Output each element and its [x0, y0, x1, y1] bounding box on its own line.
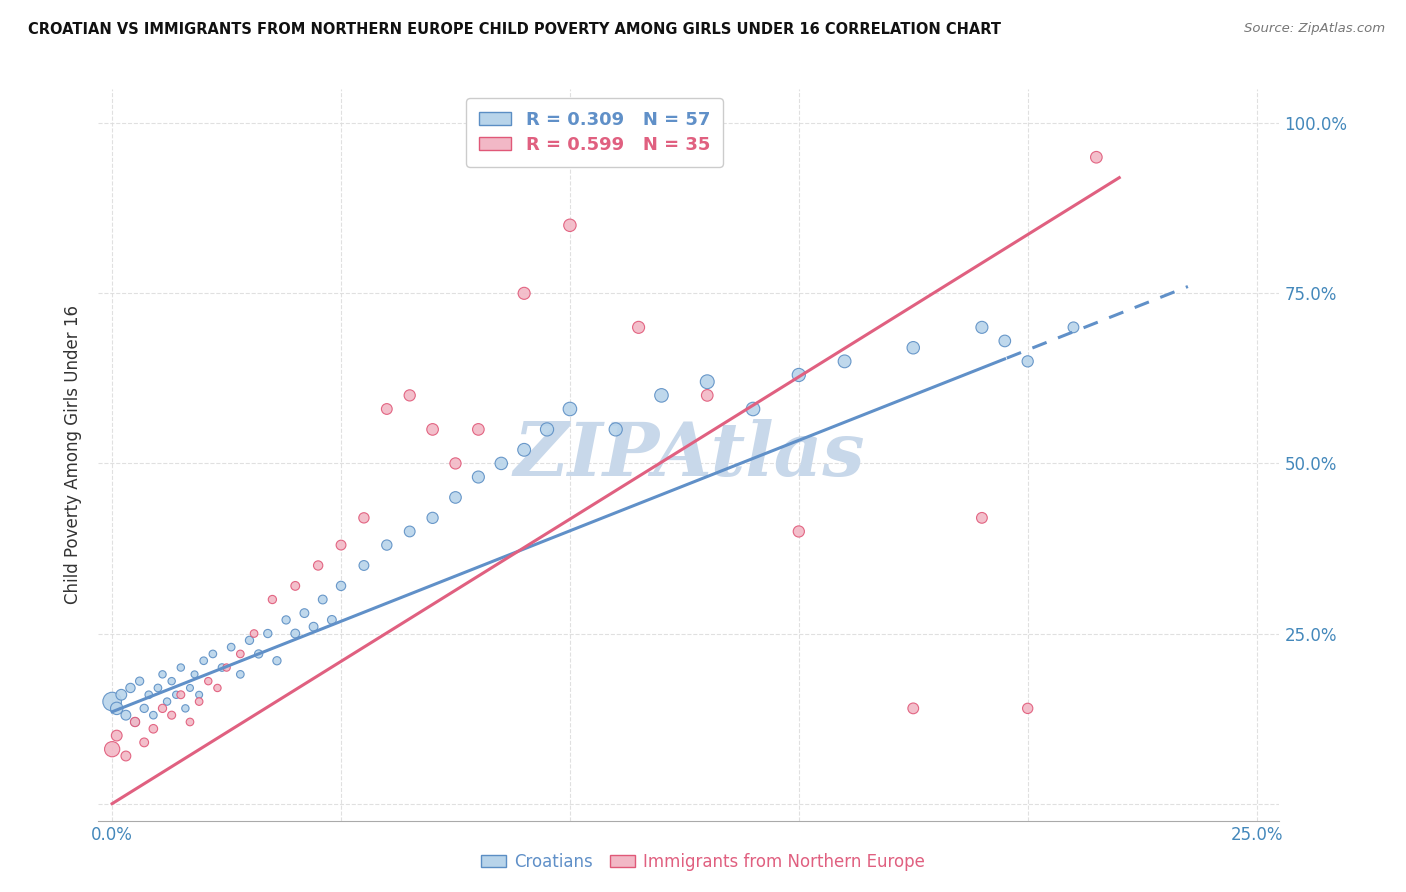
Point	[142, 708, 165, 723]
Point	[243, 626, 266, 640]
Point	[256, 626, 278, 640]
Point	[262, 592, 284, 607]
Point	[124, 714, 146, 729]
Legend: R = 0.309   N = 57, R = 0.599   N = 35: R = 0.309 N = 57, R = 0.599 N = 35	[467, 98, 723, 167]
Point	[284, 626, 307, 640]
Point	[353, 558, 375, 573]
Point	[274, 613, 297, 627]
Point	[375, 402, 398, 417]
Point	[229, 667, 252, 681]
Point	[115, 749, 138, 764]
Point	[170, 660, 193, 674]
Point	[138, 688, 160, 702]
Point	[330, 579, 353, 593]
Point	[152, 667, 174, 681]
Point	[1017, 354, 1039, 368]
Point	[134, 701, 156, 715]
Point	[201, 647, 224, 661]
Point	[558, 402, 581, 417]
Point	[787, 368, 810, 382]
Point	[353, 511, 375, 525]
Point	[422, 511, 444, 525]
Point	[211, 660, 233, 674]
Point	[229, 647, 252, 661]
Point	[284, 579, 307, 593]
Point	[444, 491, 467, 505]
Point	[513, 286, 536, 301]
Point	[605, 422, 627, 436]
Point	[207, 681, 229, 695]
Point	[330, 538, 353, 552]
Point	[215, 660, 238, 674]
Point	[193, 654, 215, 668]
Point	[124, 714, 146, 729]
Point	[650, 388, 672, 402]
Point	[170, 688, 193, 702]
Point	[834, 354, 856, 368]
Point	[105, 701, 128, 715]
Text: Source: ZipAtlas.com: Source: ZipAtlas.com	[1244, 22, 1385, 36]
Point	[128, 674, 150, 689]
Point	[398, 388, 420, 402]
Point	[146, 681, 169, 695]
Point	[422, 422, 444, 436]
Point	[536, 422, 558, 436]
Point	[307, 558, 329, 573]
Point	[238, 633, 260, 648]
Point	[1017, 701, 1039, 715]
Point	[903, 701, 925, 715]
Point	[513, 442, 536, 457]
Point	[179, 681, 201, 695]
Point	[467, 422, 489, 436]
Point	[160, 674, 183, 689]
Point	[120, 681, 142, 695]
Point	[294, 606, 316, 620]
Point	[375, 538, 398, 552]
Point	[467, 470, 489, 484]
Point	[398, 524, 420, 539]
Point	[179, 714, 201, 729]
Point	[101, 695, 124, 709]
Point	[742, 402, 765, 417]
Point	[156, 695, 179, 709]
Point	[105, 729, 128, 743]
Point	[1062, 320, 1084, 334]
Point	[142, 722, 165, 736]
Point	[115, 708, 138, 723]
Point	[321, 613, 343, 627]
Point	[970, 320, 993, 334]
Text: ZIPAtlas: ZIPAtlas	[513, 418, 865, 491]
Point	[627, 320, 650, 334]
Point	[302, 620, 325, 634]
Point	[558, 219, 581, 233]
Point	[110, 688, 132, 702]
Point	[903, 341, 925, 355]
Point	[696, 388, 718, 402]
Point	[970, 511, 993, 525]
Point	[165, 688, 187, 702]
Text: CROATIAN VS IMMIGRANTS FROM NORTHERN EUROPE CHILD POVERTY AMONG GIRLS UNDER 16 C: CROATIAN VS IMMIGRANTS FROM NORTHERN EUR…	[28, 22, 1001, 37]
Legend: Croatians, Immigrants from Northern Europe: Croatians, Immigrants from Northern Euro…	[472, 845, 934, 880]
Point	[247, 647, 270, 661]
Point	[266, 654, 288, 668]
Point	[197, 674, 219, 689]
Point	[134, 735, 156, 749]
Point	[444, 457, 467, 471]
Point	[174, 701, 197, 715]
Point	[491, 457, 513, 471]
Point	[188, 688, 211, 702]
Y-axis label: Child Poverty Among Girls Under 16: Child Poverty Among Girls Under 16	[65, 305, 83, 605]
Point	[312, 592, 335, 607]
Point	[183, 667, 205, 681]
Point	[219, 640, 242, 654]
Point	[188, 695, 211, 709]
Point	[101, 742, 124, 756]
Point	[696, 375, 718, 389]
Point	[787, 524, 810, 539]
Point	[152, 701, 174, 715]
Point	[160, 708, 183, 723]
Point	[994, 334, 1017, 348]
Point	[1085, 150, 1108, 164]
